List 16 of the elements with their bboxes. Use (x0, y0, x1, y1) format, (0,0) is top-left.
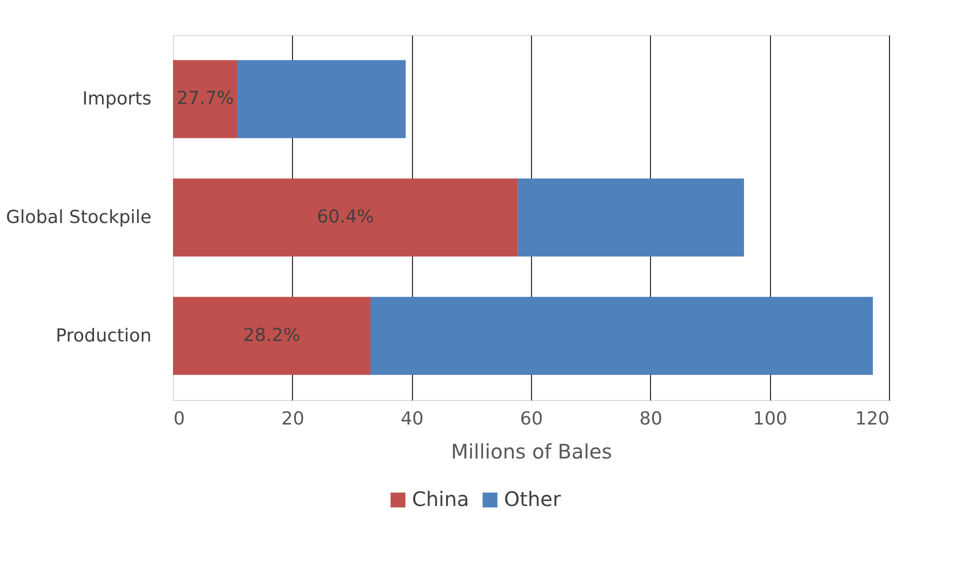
annotation: 60.4% (316, 206, 374, 228)
x-tick-label: 20 (281, 408, 304, 430)
x-axis-title: Millions of Bales (450, 440, 612, 464)
x-tick-label: 60 (520, 408, 543, 430)
x-tick-label: 80 (639, 408, 662, 430)
x-tick-label: 0 (174, 408, 185, 430)
y-tick-label: Global Stockpile (6, 207, 152, 228)
annotation: 28.2% (243, 324, 300, 346)
legend-label: Other (504, 487, 562, 511)
y-tick-label: Imports (82, 88, 152, 110)
x-tick-label: 40 (400, 408, 424, 430)
y-tick-label: Production (56, 325, 152, 346)
annotation: 27.7% (176, 88, 234, 110)
x-tick-label: 100 (752, 408, 788, 430)
legend-label: China (412, 487, 470, 511)
x-tick-label: 120 (855, 408, 890, 430)
